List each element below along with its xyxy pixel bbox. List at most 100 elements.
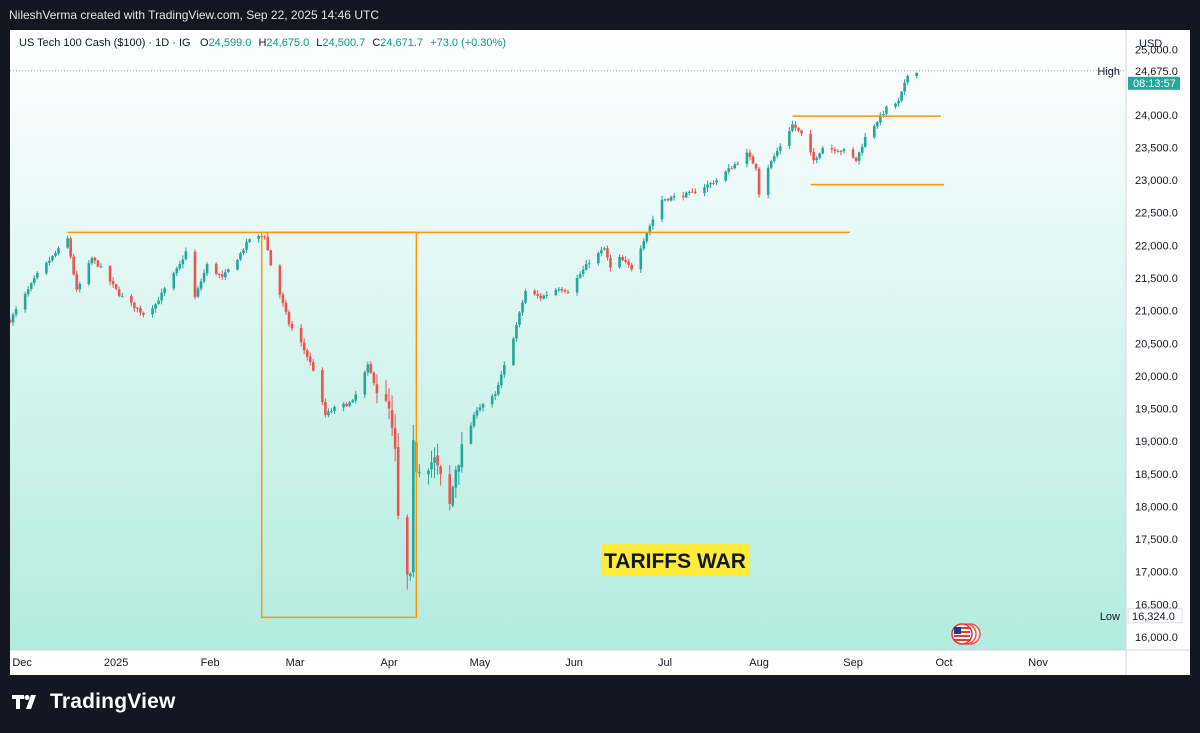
legend-low-value: 24,500.7 — [322, 37, 365, 49]
candle-body — [724, 171, 727, 181]
current-price-badge — [1128, 76, 1180, 90]
candle-body — [90, 258, 94, 264]
legend-low-label: L — [316, 37, 322, 49]
candle-body — [915, 72, 919, 77]
candle-body — [475, 410, 479, 416]
tradingview-brand-text: TradingView — [50, 690, 176, 713]
low-value: 16,324.0 — [1132, 611, 1175, 623]
legend-change: +73.0 (+0.30%) — [430, 37, 506, 49]
candle-body — [536, 294, 539, 296]
candle-body — [120, 295, 124, 297]
candle-body — [621, 257, 624, 261]
candle-body — [603, 248, 606, 250]
candle-body — [202, 272, 206, 282]
candle-body — [575, 278, 579, 293]
tradingview-logo[interactable]: TradingView — [12, 690, 176, 714]
candle-body — [99, 266, 103, 268]
candle-body — [709, 182, 712, 185]
candle-body — [114, 284, 118, 289]
candle-body — [181, 259, 185, 265]
candle-body — [163, 288, 166, 293]
price-tick-label: 19,500.0 — [1135, 404, 1178, 416]
candle-body — [130, 296, 133, 303]
tariff-box[interactable] — [260, 231, 418, 619]
time-tick-label: Mar — [286, 657, 305, 669]
price-tick-label: 16,500.0 — [1135, 599, 1178, 611]
candle-body — [139, 308, 142, 313]
price-tick-label: 17,500.0 — [1135, 534, 1178, 546]
candle-body — [818, 153, 822, 159]
candle-body — [348, 402, 351, 406]
candle-body — [57, 248, 60, 254]
candle-body — [372, 372, 376, 384]
candle-body — [236, 260, 239, 270]
candle-body — [554, 289, 558, 296]
candle-body — [715, 180, 718, 183]
candle-body — [809, 133, 812, 153]
candle-body — [32, 278, 36, 284]
chart-frame[interactable]: US Tech 100 Cash ($100) · 1D · IG O24,59… — [8, 30, 1190, 675]
price-tick-label: 22,000.0 — [1135, 240, 1178, 252]
low-label: Low — [1100, 611, 1120, 623]
candle-body — [199, 281, 203, 289]
candle-body — [299, 327, 303, 343]
candle-body — [854, 157, 858, 161]
candle-body — [269, 250, 273, 266]
price-tick-label: 23,500.0 — [1135, 142, 1178, 154]
candle-body — [557, 289, 561, 291]
candle-body — [375, 384, 379, 394]
candle-body — [727, 168, 731, 172]
chart-canvas[interactable]: US Tech 100 Cash ($100) · 1D · IG O24,59… — [8, 30, 1190, 675]
candle-body — [496, 384, 500, 395]
candle-body — [566, 291, 570, 293]
candle-body — [214, 263, 218, 274]
candle-body — [524, 290, 527, 303]
candle-body — [433, 457, 436, 463]
candle-body — [775, 150, 779, 156]
price-scale[interactable]: 25,000.0 24,000.0 23,500.0 23,000.0 22,500.0… — [1135, 45, 1178, 644]
candle-body — [454, 469, 458, 488]
candle-body — [503, 364, 506, 375]
candle-body — [160, 292, 163, 301]
candle-body — [469, 425, 473, 444]
candle-body — [354, 394, 358, 401]
price-tick-label: 18,500.0 — [1135, 469, 1178, 481]
candle-body — [8, 320, 12, 323]
low-value-box — [1127, 608, 1183, 624]
time-tick-label: Apr — [381, 657, 398, 669]
candle-body — [681, 195, 685, 198]
currency-label[interactable]: USD — [1139, 38, 1162, 50]
annotation-tariffs-war[interactable]: TARIFFS WAR — [602, 544, 749, 576]
time-tick-label: Dec — [12, 657, 32, 669]
candle-body — [563, 290, 567, 292]
candle-body — [584, 264, 588, 270]
price-tick-label: 19,000.0 — [1135, 436, 1178, 448]
candle-body — [648, 226, 652, 233]
candle-body — [14, 309, 18, 315]
candle-body — [481, 404, 485, 408]
candle-body — [184, 251, 188, 260]
us-flag-icon[interactable] — [951, 623, 981, 645]
drawings-layer[interactable] — [67, 115, 945, 619]
candle-body — [308, 356, 312, 363]
price-tick-label: 17,000.0 — [1135, 567, 1178, 579]
time-tick-label: Nov — [1028, 657, 1048, 669]
candle-body — [581, 269, 585, 275]
candle-body — [93, 257, 97, 261]
candle-body — [578, 274, 582, 278]
candle-body — [384, 394, 388, 401]
candle-body — [851, 149, 855, 158]
candle-body — [257, 235, 260, 239]
candle-body — [436, 455, 439, 466]
candle-body — [757, 168, 761, 195]
candle-body — [842, 149, 846, 152]
candle-body — [405, 517, 409, 575]
candle-body — [363, 372, 367, 395]
time-axis[interactable]: Dec 2025 Feb Mar Apr May Jun Jul Aug Sep Oct Nov — [12, 657, 1048, 669]
candle-body — [627, 261, 630, 265]
candle-body — [791, 124, 794, 131]
candle-body — [35, 273, 39, 278]
candle-body — [645, 233, 649, 242]
candle-body — [630, 265, 633, 270]
candle-body — [812, 151, 815, 161]
